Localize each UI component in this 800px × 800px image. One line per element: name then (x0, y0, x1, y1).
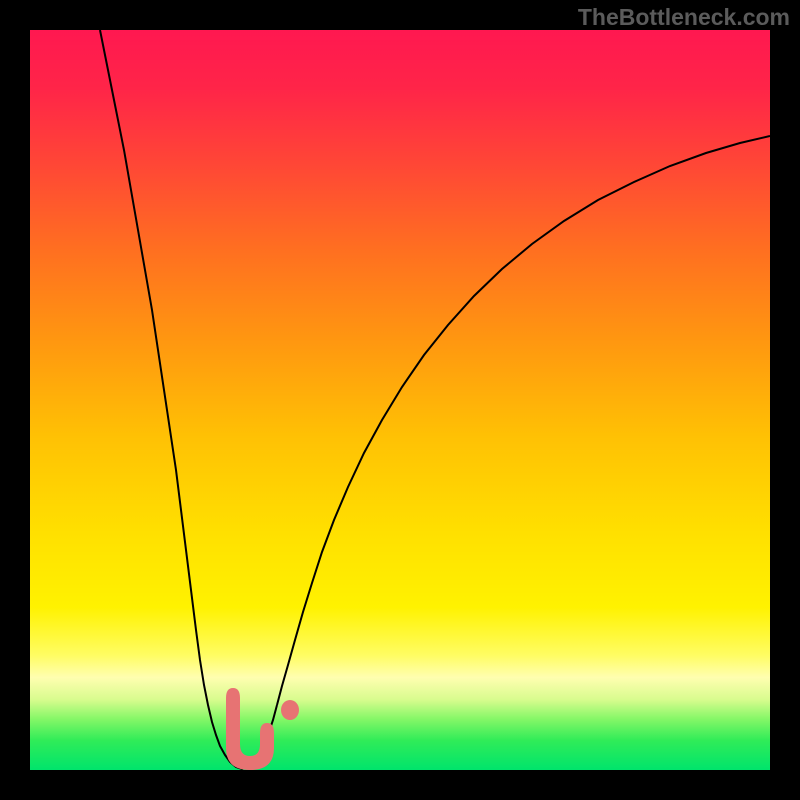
watermark-text: TheBottleneck.com (578, 4, 790, 31)
chart-plot-area (30, 30, 770, 770)
selection-marker-dot (281, 700, 299, 720)
left-bottleneck-curve (100, 30, 277, 769)
curve-overlay (30, 30, 770, 770)
selection-marker-u (226, 688, 274, 770)
right-bottleneck-curve (277, 136, 770, 705)
